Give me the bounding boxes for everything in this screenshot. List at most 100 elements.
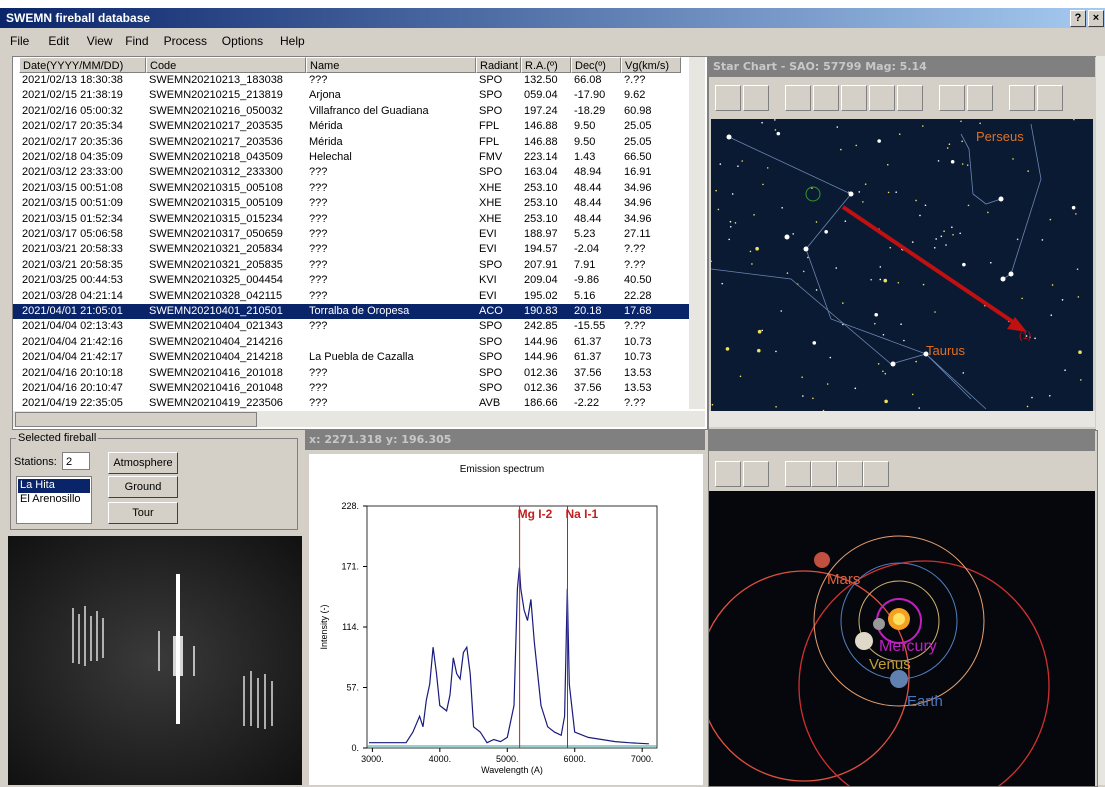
tool-button[interactable] xyxy=(743,85,769,111)
table-cell: SWEMN20210321_205835 xyxy=(146,258,306,273)
star xyxy=(767,167,769,169)
column-header[interactable]: Radiant xyxy=(476,57,521,73)
star xyxy=(912,394,914,396)
menu-item[interactable]: Options xyxy=(222,34,263,48)
table-cell: 2021/03/17 05:06:58 xyxy=(19,227,146,242)
star xyxy=(1049,395,1051,397)
table-cell: FPL xyxy=(476,119,521,134)
x-tick-label: 5000. xyxy=(496,754,519,764)
star xyxy=(753,214,755,216)
table-cell: SPO xyxy=(476,73,521,88)
star xyxy=(1077,268,1079,270)
column-header[interactable]: Date(YYYY/MM/DD) xyxy=(19,57,146,73)
column-header[interactable]: R.A.(º) xyxy=(521,57,571,73)
star xyxy=(750,251,752,253)
table-cell: ??? xyxy=(306,165,476,180)
help-button[interactable]: ? xyxy=(1070,10,1086,27)
menu-item[interactable]: Process xyxy=(164,34,207,48)
tool-button[interactable] xyxy=(813,85,839,111)
tool-button[interactable] xyxy=(785,85,811,111)
stations-count[interactable]: 2 xyxy=(62,452,90,470)
star xyxy=(915,361,917,363)
station-item[interactable]: La Hita xyxy=(18,479,90,493)
tool-button[interactable] xyxy=(869,85,895,111)
tool-button[interactable] xyxy=(837,461,863,487)
table-cell: 186.66 xyxy=(521,396,571,411)
table-cell: 20.18 xyxy=(571,304,621,319)
tool-button[interactable] xyxy=(1009,85,1035,111)
tool-button[interactable] xyxy=(897,85,923,111)
table-cell: FPL xyxy=(476,135,521,150)
tool-button[interactable] xyxy=(715,461,741,487)
column-header[interactable]: Code xyxy=(146,57,306,73)
table-cell: 253.10 xyxy=(521,196,571,211)
table-cell: 48.44 xyxy=(571,181,621,196)
menu-item[interactable]: Find xyxy=(125,34,148,48)
atmosphere-button[interactable]: Atmosphere xyxy=(108,452,178,474)
table-cell: SWEMN20210218_043509 xyxy=(146,150,306,165)
table-cell: SPO xyxy=(476,258,521,273)
tool-button[interactable] xyxy=(841,85,867,111)
y-tick-label: 57. xyxy=(346,683,359,693)
table-cell: 2021/02/13 18:30:38 xyxy=(19,73,146,88)
tool-button[interactable] xyxy=(1037,85,1063,111)
ground-button[interactable]: Ground xyxy=(108,476,178,498)
h-scroll-thumb[interactable] xyxy=(15,412,257,427)
column-header[interactable]: Name xyxy=(306,57,476,73)
tool-button[interactable] xyxy=(743,461,769,487)
table-cell: ??? xyxy=(306,289,476,304)
star xyxy=(1012,158,1014,160)
table-cell: 2021/04/16 20:10:47 xyxy=(19,381,146,396)
star xyxy=(967,164,969,166)
tour-button[interactable]: Tour xyxy=(108,502,178,524)
star xyxy=(952,234,954,236)
fireball-table: Date(YYYY/MM/DD)CodeNameRadiantR.A.(º)De… xyxy=(12,56,708,430)
table-cell: SPO xyxy=(476,319,521,334)
close-button[interactable]: × xyxy=(1088,10,1104,27)
tool-button[interactable] xyxy=(715,85,741,111)
table-cell: SWEMN20210328_042115 xyxy=(146,289,306,304)
star xyxy=(925,204,927,206)
star xyxy=(827,383,829,385)
tool-button[interactable] xyxy=(863,461,889,487)
tool-button[interactable] xyxy=(785,461,811,487)
star xyxy=(775,351,777,353)
menu-item[interactable]: Edit xyxy=(48,34,69,48)
station-item[interactable]: El Arenosillo xyxy=(18,493,90,507)
menu-item[interactable]: View xyxy=(87,34,113,48)
star xyxy=(712,404,714,406)
star xyxy=(845,220,847,222)
tool-button[interactable] xyxy=(939,85,965,111)
menu-item[interactable]: Help xyxy=(280,34,305,48)
tool-button[interactable] xyxy=(967,85,993,111)
star xyxy=(775,406,777,408)
menu-item[interactable]: File xyxy=(10,34,29,48)
column-header[interactable]: Dec(º) xyxy=(571,57,621,73)
table-cell: SWEMN20210315_005109 xyxy=(146,196,306,211)
tool-button[interactable] xyxy=(811,461,837,487)
star xyxy=(803,271,805,273)
column-header[interactable]: Vg(km/s) xyxy=(621,57,681,73)
